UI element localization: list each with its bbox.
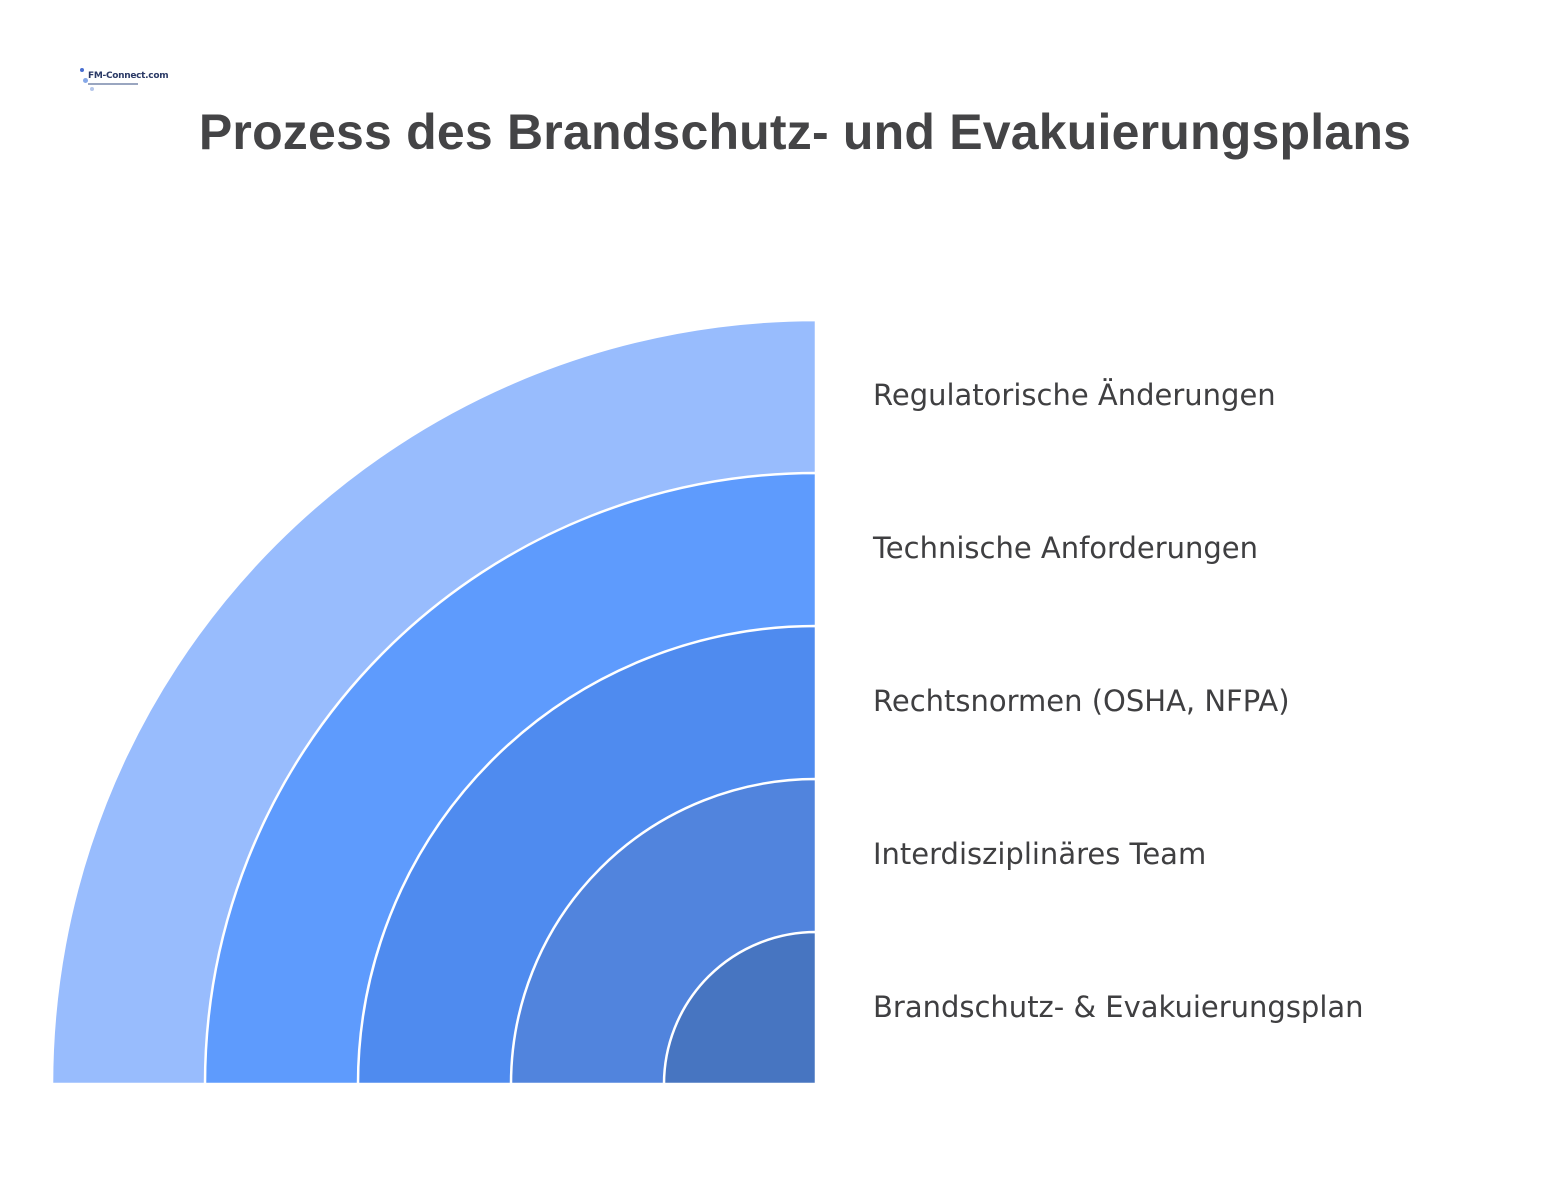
fm-connect-logo: FM-Connect.com xyxy=(78,64,169,94)
page-title: Prozess des Brandschutz- und Evakuierung… xyxy=(198,104,1412,160)
ring-brandschutz-evakuierungsplan xyxy=(662,930,818,1086)
logo-dot-icon xyxy=(80,68,84,72)
logo-dot-icon xyxy=(90,87,94,91)
layer-label-2: Technische Anforderungen xyxy=(873,531,1259,565)
layer-label-3: Rechtsnormen (OSHA, NFPA) xyxy=(873,684,1290,718)
logo-tagline-mark xyxy=(88,83,138,85)
layer-label-1: Regulatorische Änderungen xyxy=(873,378,1276,412)
logo-dot-icon xyxy=(83,78,88,83)
layer-label-4: Interdisziplinäres Team xyxy=(873,837,1207,871)
logo-text: FM-Connect.com xyxy=(88,71,169,81)
layer-label-5: Brandschutz- & Evakuierungsplan xyxy=(873,990,1364,1024)
